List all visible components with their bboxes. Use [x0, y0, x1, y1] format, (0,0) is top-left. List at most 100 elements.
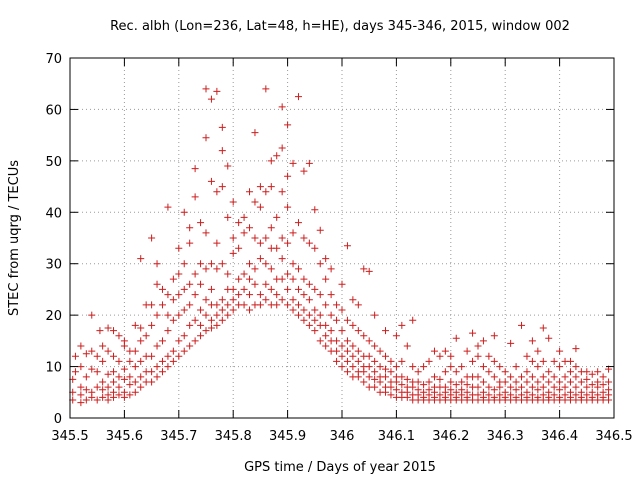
- data-point: [71, 368, 79, 376]
- data-point: [120, 365, 128, 373]
- data-point: [262, 280, 270, 288]
- data-point: [474, 391, 482, 399]
- data-point: [599, 388, 607, 396]
- data-point: [278, 296, 286, 304]
- data-point: [327, 327, 335, 335]
- data-point: [191, 291, 199, 299]
- data-point: [169, 347, 177, 355]
- data-point: [164, 311, 172, 319]
- data-point: [452, 334, 460, 342]
- data-point: [556, 363, 564, 371]
- data-point: [131, 347, 139, 355]
- data-point: [197, 260, 205, 268]
- data-point: [213, 265, 221, 273]
- data-point: [120, 337, 128, 345]
- data-point: [474, 383, 482, 391]
- data-point: [583, 375, 591, 383]
- data-point: [289, 275, 297, 283]
- data-point: [452, 368, 460, 376]
- data-point: [490, 332, 498, 340]
- data-point: [186, 321, 194, 329]
- data-point: [273, 301, 281, 309]
- data-point: [316, 311, 324, 319]
- data-point: [534, 347, 542, 355]
- data-point: [289, 260, 297, 268]
- data-point: [496, 391, 504, 399]
- data-point: [512, 363, 520, 371]
- data-point: [474, 373, 482, 381]
- data-point: [191, 316, 199, 324]
- data-point: [180, 260, 188, 268]
- data-point: [534, 386, 542, 394]
- data-point: [343, 357, 351, 365]
- data-point: [528, 373, 536, 381]
- data-point: [311, 206, 319, 214]
- data-point: [605, 378, 613, 386]
- data-point: [349, 342, 357, 350]
- data-point: [137, 337, 145, 345]
- data-point: [452, 388, 460, 396]
- data-point: [294, 301, 302, 309]
- data-point: [267, 265, 275, 273]
- data-point: [550, 383, 558, 391]
- data-point: [284, 121, 292, 129]
- data-point: [556, 347, 564, 355]
- data-points: [69, 85, 613, 407]
- data-point: [158, 368, 166, 376]
- data-point: [594, 368, 602, 376]
- x-tick-labels: 345.5 345.6 345.7 345.8 345.9 346 346.1 346.2 34…: [51, 429, 632, 444]
- data-point: [436, 391, 444, 399]
- data-point: [398, 373, 406, 381]
- data-point: [175, 337, 183, 345]
- data-point: [360, 332, 368, 340]
- data-point: [175, 352, 183, 360]
- data-point: [518, 383, 526, 391]
- data-point: [186, 301, 194, 309]
- data-point: [577, 378, 585, 386]
- data-point: [583, 368, 591, 376]
- data-point: [294, 285, 302, 293]
- data-point: [490, 393, 498, 401]
- data-point: [164, 327, 172, 335]
- data-point: [224, 301, 232, 309]
- data-point: [110, 388, 118, 396]
- data-point: [77, 399, 85, 407]
- data-point: [137, 255, 145, 263]
- data-point: [382, 352, 390, 360]
- data-point: [262, 296, 270, 304]
- data-point: [169, 275, 177, 283]
- data-point: [387, 357, 395, 365]
- data-point: [583, 383, 591, 391]
- data-point: [115, 383, 123, 391]
- data-point: [267, 285, 275, 293]
- data-point: [202, 296, 210, 304]
- data-point: [594, 391, 602, 399]
- data-point: [523, 388, 531, 396]
- data-point: [158, 357, 166, 365]
- data-point: [284, 301, 292, 309]
- data-point: [175, 270, 183, 278]
- data-point: [485, 383, 493, 391]
- data-point: [246, 260, 254, 268]
- data-point: [545, 378, 553, 386]
- data-point: [371, 342, 379, 350]
- data-point: [479, 337, 487, 345]
- data-point: [104, 324, 112, 332]
- data-point: [131, 321, 139, 329]
- data-point: [365, 267, 373, 275]
- data-point: [300, 234, 308, 242]
- data-point: [153, 260, 161, 268]
- data-point: [300, 167, 308, 175]
- data-point: [284, 270, 292, 278]
- data-point: [534, 378, 542, 386]
- data-point: [77, 342, 85, 350]
- data-point: [251, 265, 259, 273]
- data-point: [338, 306, 346, 314]
- data-point: [371, 375, 379, 383]
- data-point: [126, 391, 134, 399]
- data-point: [501, 378, 509, 386]
- data-point: [240, 213, 248, 221]
- data-point: [240, 301, 248, 309]
- data-point: [300, 316, 308, 324]
- data-point: [539, 357, 547, 365]
